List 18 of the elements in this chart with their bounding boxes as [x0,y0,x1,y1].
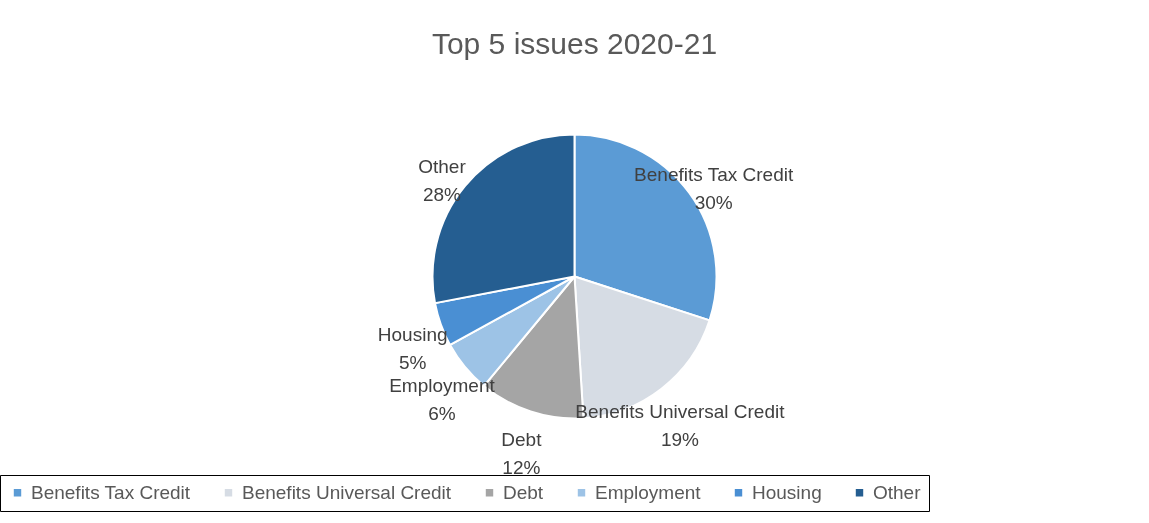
legend-label: Benefits Tax Credit [31,481,191,503]
legend-label: Benefits Universal Credit [242,481,452,503]
data-label: 30% [694,192,733,214]
slice-label: Housing [377,323,448,345]
chart-title: Top 5 issues 2020-21 [431,27,718,60]
legend-label: Housing [752,481,822,503]
slice-label: Employment [389,375,496,397]
slice-label: Benefits Universal Credit [575,401,786,423]
legend-label: Employment [595,481,702,503]
legend-label: Debt [503,481,544,503]
data-label: 19% [660,429,700,451]
slice-label: Other [418,155,467,177]
data-label: 6% [428,403,456,425]
data-label: 28% [422,183,462,205]
data-label: 12% [502,457,541,479]
slice-label: Debt [501,429,543,451]
legend-label: Other [873,481,922,503]
data-label: 5% [398,351,427,373]
